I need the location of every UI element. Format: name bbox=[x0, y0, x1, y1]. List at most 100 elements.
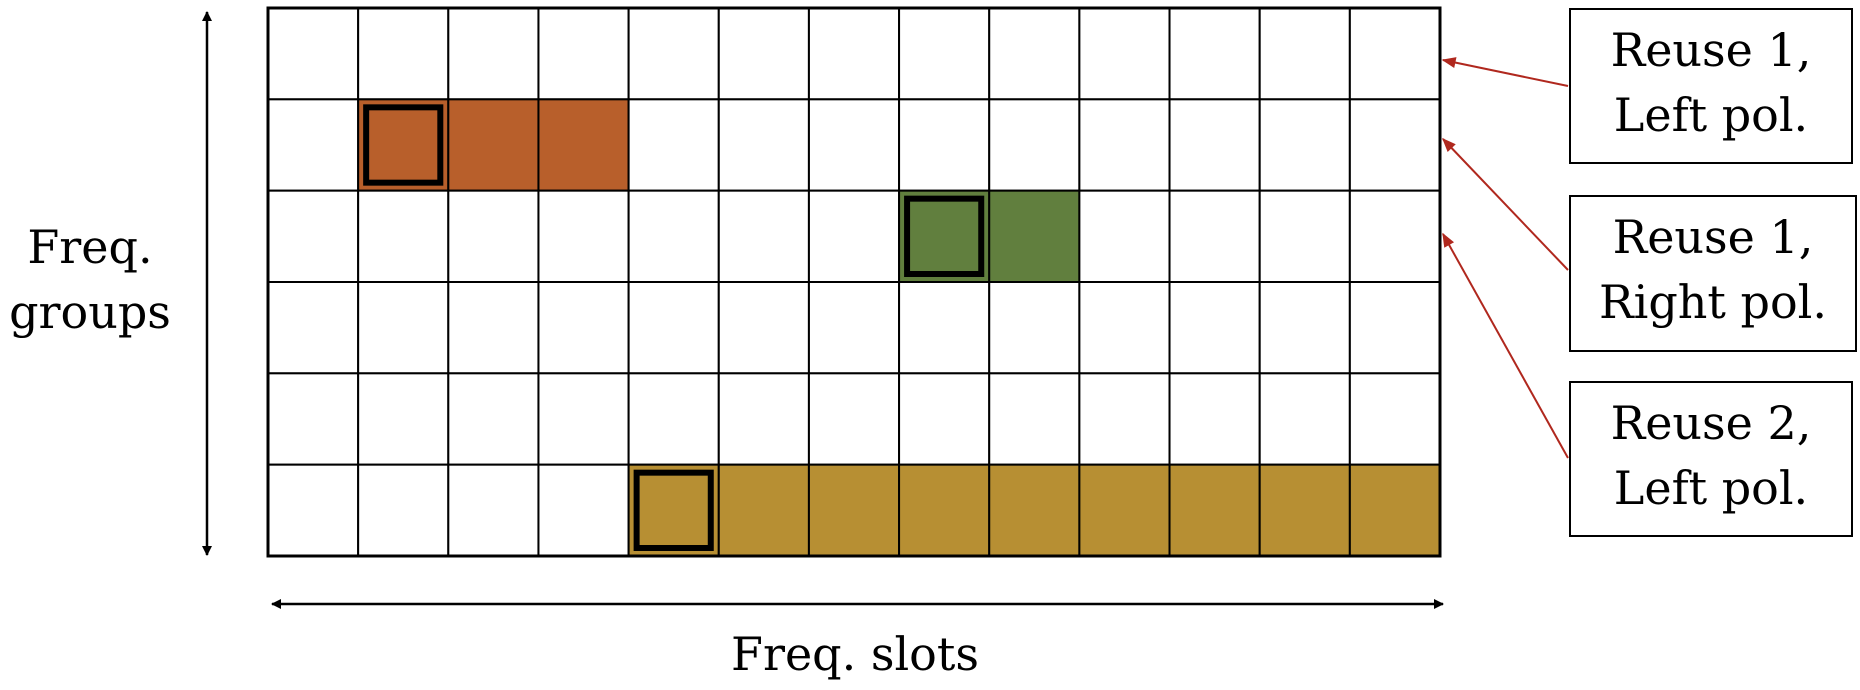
grid-cell bbox=[1168, 189, 1261, 284]
legend-box-reuse1-right: Reuse 1, Right pol. bbox=[1569, 195, 1857, 352]
grid-cell bbox=[357, 189, 450, 284]
allocated-cell bbox=[447, 98, 540, 192]
grid-cell bbox=[1078, 98, 1171, 192]
grid-cell bbox=[807, 98, 901, 192]
pointer-arrow-reuse1-right bbox=[1442, 137, 1569, 271]
grid-cell bbox=[627, 98, 720, 192]
grid-cell bbox=[447, 7, 540, 101]
grid-cell bbox=[627, 7, 720, 101]
grid-cell bbox=[1258, 189, 1351, 284]
grid-cell bbox=[1258, 98, 1351, 192]
pointer-arrow-reuse2-left bbox=[1442, 232, 1569, 459]
grid-cell bbox=[1258, 7, 1351, 101]
grid-cell bbox=[1348, 189, 1442, 284]
allocated-cell bbox=[807, 463, 901, 557]
legend-label-line1: Reuse 1, bbox=[1613, 210, 1814, 264]
grid-cell bbox=[1078, 189, 1171, 284]
grid-cell bbox=[1258, 281, 1351, 375]
grid-cell bbox=[1348, 7, 1442, 101]
grid-cell bbox=[267, 189, 360, 284]
grid-cell bbox=[898, 281, 991, 375]
grid-cell bbox=[1258, 372, 1351, 466]
grid-cell bbox=[267, 463, 360, 557]
grid-cell bbox=[717, 7, 810, 101]
grid-cell bbox=[988, 7, 1081, 101]
grid-cell bbox=[267, 281, 360, 375]
grid-cell bbox=[357, 281, 450, 375]
grid-cell bbox=[1078, 281, 1171, 375]
legend-box-reuse1-left: Reuse 1, Left pol. bbox=[1569, 8, 1853, 164]
grid-cell bbox=[1348, 281, 1442, 375]
grid-cell bbox=[447, 463, 540, 557]
grid-cell bbox=[807, 281, 901, 375]
pointer-arrow-reuse1-left bbox=[1441, 57, 1569, 87]
legend-label-line1: Reuse 1, bbox=[1611, 23, 1812, 77]
grid-cell bbox=[1078, 7, 1171, 101]
grid-cell bbox=[1168, 7, 1261, 101]
grid-cell bbox=[357, 372, 450, 466]
allocated-cell bbox=[1168, 463, 1261, 557]
grid-cell bbox=[1168, 98, 1261, 192]
allocated-cell bbox=[537, 98, 630, 192]
grid-cell bbox=[447, 372, 540, 466]
legend-label-line2: Left pol. bbox=[1614, 461, 1808, 515]
start-cell-marker bbox=[904, 195, 985, 278]
allocated-cell bbox=[357, 98, 450, 192]
grid-cell bbox=[357, 7, 450, 101]
allocated-cell bbox=[1348, 463, 1442, 557]
grid-cell bbox=[898, 7, 991, 101]
grid-cell bbox=[627, 189, 720, 284]
grid-cell bbox=[898, 98, 991, 192]
grid-cell bbox=[537, 189, 630, 284]
grid-cell bbox=[807, 189, 901, 284]
start-cell-marker bbox=[633, 469, 714, 551]
grid-cell bbox=[898, 372, 991, 466]
grid-cell bbox=[537, 372, 630, 466]
legend-label-line2: Left pol. bbox=[1614, 88, 1808, 142]
grid-cell bbox=[267, 372, 360, 466]
grid-cell bbox=[1168, 372, 1261, 466]
grid-cell bbox=[717, 372, 810, 466]
grid-cell bbox=[717, 98, 810, 192]
grid-cell bbox=[807, 7, 901, 101]
grid-cell bbox=[537, 281, 630, 375]
y-axis-label-line1: Freq. bbox=[27, 220, 152, 274]
grid-cell bbox=[537, 7, 630, 101]
allocated-cell bbox=[627, 463, 720, 557]
grid-cell bbox=[447, 281, 540, 375]
grid-cell bbox=[1348, 98, 1442, 192]
grid-cell bbox=[717, 189, 810, 284]
legend-box-reuse2-left: Reuse 2, Left pol. bbox=[1569, 381, 1853, 537]
allocated-cell bbox=[1078, 463, 1171, 557]
grid-cell bbox=[988, 372, 1081, 466]
allocated-cell bbox=[717, 463, 810, 557]
grid-cell bbox=[807, 372, 901, 466]
legend: Reuse 1, Left pol. Reuse 1, Right pol. R… bbox=[1569, 8, 1857, 537]
grid-cell bbox=[627, 281, 720, 375]
allocated-cell bbox=[988, 189, 1081, 284]
allocated-cell bbox=[898, 189, 991, 284]
y-axis-label-line2: groups bbox=[9, 285, 171, 339]
grid-cell bbox=[447, 189, 540, 284]
x-axis-label: Freq. slots bbox=[731, 627, 979, 681]
frequency-grid bbox=[266, 6, 1442, 558]
grid-border bbox=[266, 6, 1442, 558]
grid-cell bbox=[988, 98, 1081, 192]
allocated-cell bbox=[1258, 463, 1351, 557]
grid-cell bbox=[267, 7, 360, 101]
grid-cell bbox=[357, 463, 450, 557]
legend-label-line1: Reuse 2, bbox=[1611, 396, 1812, 450]
grid-cell bbox=[537, 463, 630, 557]
allocated-cell bbox=[988, 463, 1081, 557]
grid-cell bbox=[627, 372, 720, 466]
legend-label-line2: Right pol. bbox=[1599, 275, 1827, 329]
grid-cell bbox=[1168, 281, 1261, 375]
allocated-cell bbox=[898, 463, 991, 557]
start-cell-marker bbox=[363, 104, 444, 186]
grid-cell bbox=[717, 281, 810, 375]
grid-cell bbox=[1348, 372, 1442, 466]
grid-cell bbox=[988, 281, 1081, 375]
grid-cell bbox=[267, 98, 360, 192]
grid-cell bbox=[1078, 372, 1171, 466]
